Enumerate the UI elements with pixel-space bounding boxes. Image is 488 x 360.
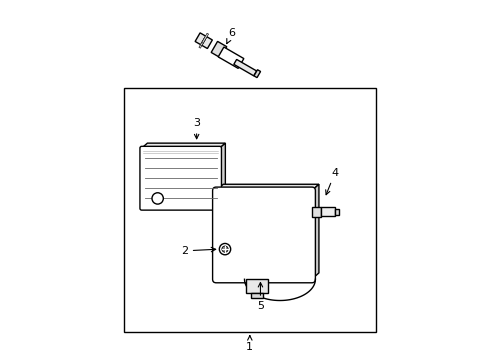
Circle shape	[152, 193, 163, 204]
Polygon shape	[253, 70, 260, 78]
Polygon shape	[199, 38, 205, 48]
Text: 6: 6	[226, 28, 235, 44]
Polygon shape	[200, 36, 207, 46]
Bar	[246, 279, 267, 293]
Bar	[334, 209, 339, 215]
Polygon shape	[195, 33, 212, 49]
Polygon shape	[202, 33, 208, 43]
Circle shape	[222, 246, 228, 252]
Text: 3: 3	[193, 118, 200, 139]
Polygon shape	[311, 184, 318, 279]
Polygon shape	[233, 59, 256, 76]
Bar	[250, 293, 263, 298]
Polygon shape	[216, 184, 318, 191]
Circle shape	[219, 243, 230, 255]
Polygon shape	[142, 143, 225, 148]
Text: 1: 1	[246, 336, 253, 352]
Polygon shape	[211, 41, 226, 58]
Text: 4: 4	[325, 168, 338, 195]
Bar	[320, 207, 334, 216]
Polygon shape	[218, 47, 244, 68]
Text: 5: 5	[256, 283, 264, 311]
Polygon shape	[219, 143, 225, 208]
FancyBboxPatch shape	[212, 187, 315, 283]
Text: 2: 2	[180, 246, 215, 256]
Bar	[311, 207, 320, 217]
FancyBboxPatch shape	[140, 146, 221, 210]
Bar	[124, 88, 375, 332]
